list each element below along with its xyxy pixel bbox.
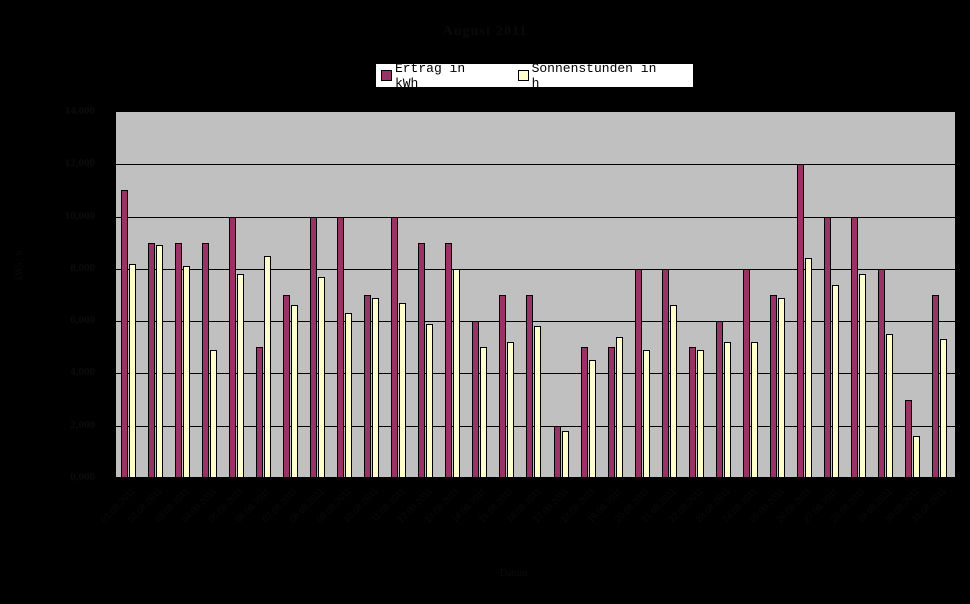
bar-sonnenstunden (155, 245, 163, 478)
bar-sonnenstunden (561, 430, 569, 478)
y-tick-label: 12,000 (64, 157, 95, 170)
bar-ertrag (337, 216, 345, 478)
bar-ertrag (715, 321, 723, 478)
bar-sonnenstunden (209, 349, 217, 478)
bar-ertrag (742, 268, 750, 478)
bar-ertrag (174, 242, 182, 478)
y-tick-label: 6,000 (70, 314, 95, 327)
bar-sonnenstunden (236, 274, 244, 478)
y-tick-label: 8,000 (70, 261, 95, 274)
y-tick-label: 10,000 (64, 209, 95, 222)
bar-ertrag (201, 242, 209, 478)
legend-swatch-ertrag (381, 70, 392, 81)
bar-ertrag (688, 347, 696, 478)
bar-sonnenstunden (182, 266, 190, 478)
bar-ertrag (878, 268, 886, 478)
bar-sonnenstunden (480, 347, 488, 478)
bar-sonnenstunden (886, 334, 894, 478)
legend-item-sonnenstunden: Sonnenstunden in h (517, 60, 671, 91)
bar-ertrag (255, 347, 263, 478)
bar-ertrag (391, 216, 399, 478)
bar-sonnenstunden (317, 276, 325, 478)
bar-ertrag (824, 216, 832, 478)
legend-item-ertrag: Ertrag in kWh (381, 61, 496, 91)
chart-legend: Ertrag in kWh Sonnenstunden in h (376, 61, 693, 91)
bar-ertrag (580, 347, 588, 478)
bar-sonnenstunden (128, 263, 136, 478)
chart-title: August 2011 (442, 24, 528, 39)
bar-sonnenstunden (372, 297, 380, 478)
bar-sonnenstunden (507, 342, 515, 478)
x-tick-label: 01.08.2011 (98, 486, 137, 525)
y-tick-label: 2,000 (70, 418, 95, 431)
legend-label-ertrag: Ertrag in kWh (394, 60, 466, 91)
y-tick-label: 14,000 (64, 105, 95, 117)
legend-swatch-sonnenstunden (517, 70, 529, 81)
gridline (116, 164, 955, 166)
bar-sonnenstunden (832, 284, 840, 478)
bar-sonnenstunden (399, 302, 407, 478)
bar-sonnenstunden (696, 349, 704, 478)
bar-sonnenstunden (940, 339, 948, 478)
bar-sonnenstunden (723, 342, 731, 478)
bar-ertrag (499, 295, 507, 478)
bar-ertrag (472, 321, 480, 478)
gridline (116, 321, 955, 323)
bar-ertrag (932, 295, 940, 478)
bar-ertrag (905, 399, 913, 478)
bar-sonnenstunden (534, 326, 542, 478)
bar-sonnenstunden (778, 297, 786, 478)
bar-sonnenstunden (913, 436, 921, 478)
y-tick-label: 0,000 (70, 471, 95, 483)
bar-sonnenstunden (805, 258, 813, 478)
bar-ertrag (661, 268, 669, 478)
gridline (116, 216, 955, 218)
bar-sonnenstunden (290, 305, 298, 478)
x-axis-line (116, 477, 955, 479)
bar-ertrag (445, 242, 453, 478)
bar-ertrag (228, 216, 236, 478)
bar-ertrag (851, 216, 859, 478)
bar-ertrag (120, 190, 128, 478)
bar-sonnenstunden (426, 323, 434, 478)
bar-ertrag (797, 164, 805, 478)
bar-ertrag (147, 242, 155, 478)
bar-ertrag (607, 347, 615, 478)
bar-ertrag (282, 295, 290, 478)
bar-ertrag (526, 295, 534, 478)
bar-sonnenstunden (588, 360, 596, 478)
bar-sonnenstunden (859, 274, 867, 478)
bar-sonnenstunden (669, 305, 677, 478)
x-axis-title: Datum (500, 568, 528, 579)
gridline (116, 268, 955, 270)
y-tick-label: 4,000 (70, 366, 95, 379)
legend-label-sonnenstunden: Sonnenstunden in h (531, 60, 657, 91)
bar-ertrag (553, 425, 561, 478)
bar-sonnenstunden (453, 268, 461, 478)
bar-ertrag (418, 242, 426, 478)
bar-ertrag (364, 295, 372, 478)
bar-ertrag (309, 216, 317, 478)
bar-sonnenstunden (750, 342, 758, 478)
bar-sonnenstunden (615, 336, 623, 478)
bar-sonnenstunden (642, 349, 650, 478)
bar-ertrag (770, 295, 778, 478)
bar-ertrag (634, 268, 642, 478)
bar-sonnenstunden (345, 313, 353, 478)
bar-sonnenstunden (263, 255, 271, 478)
plot-area (116, 112, 955, 478)
